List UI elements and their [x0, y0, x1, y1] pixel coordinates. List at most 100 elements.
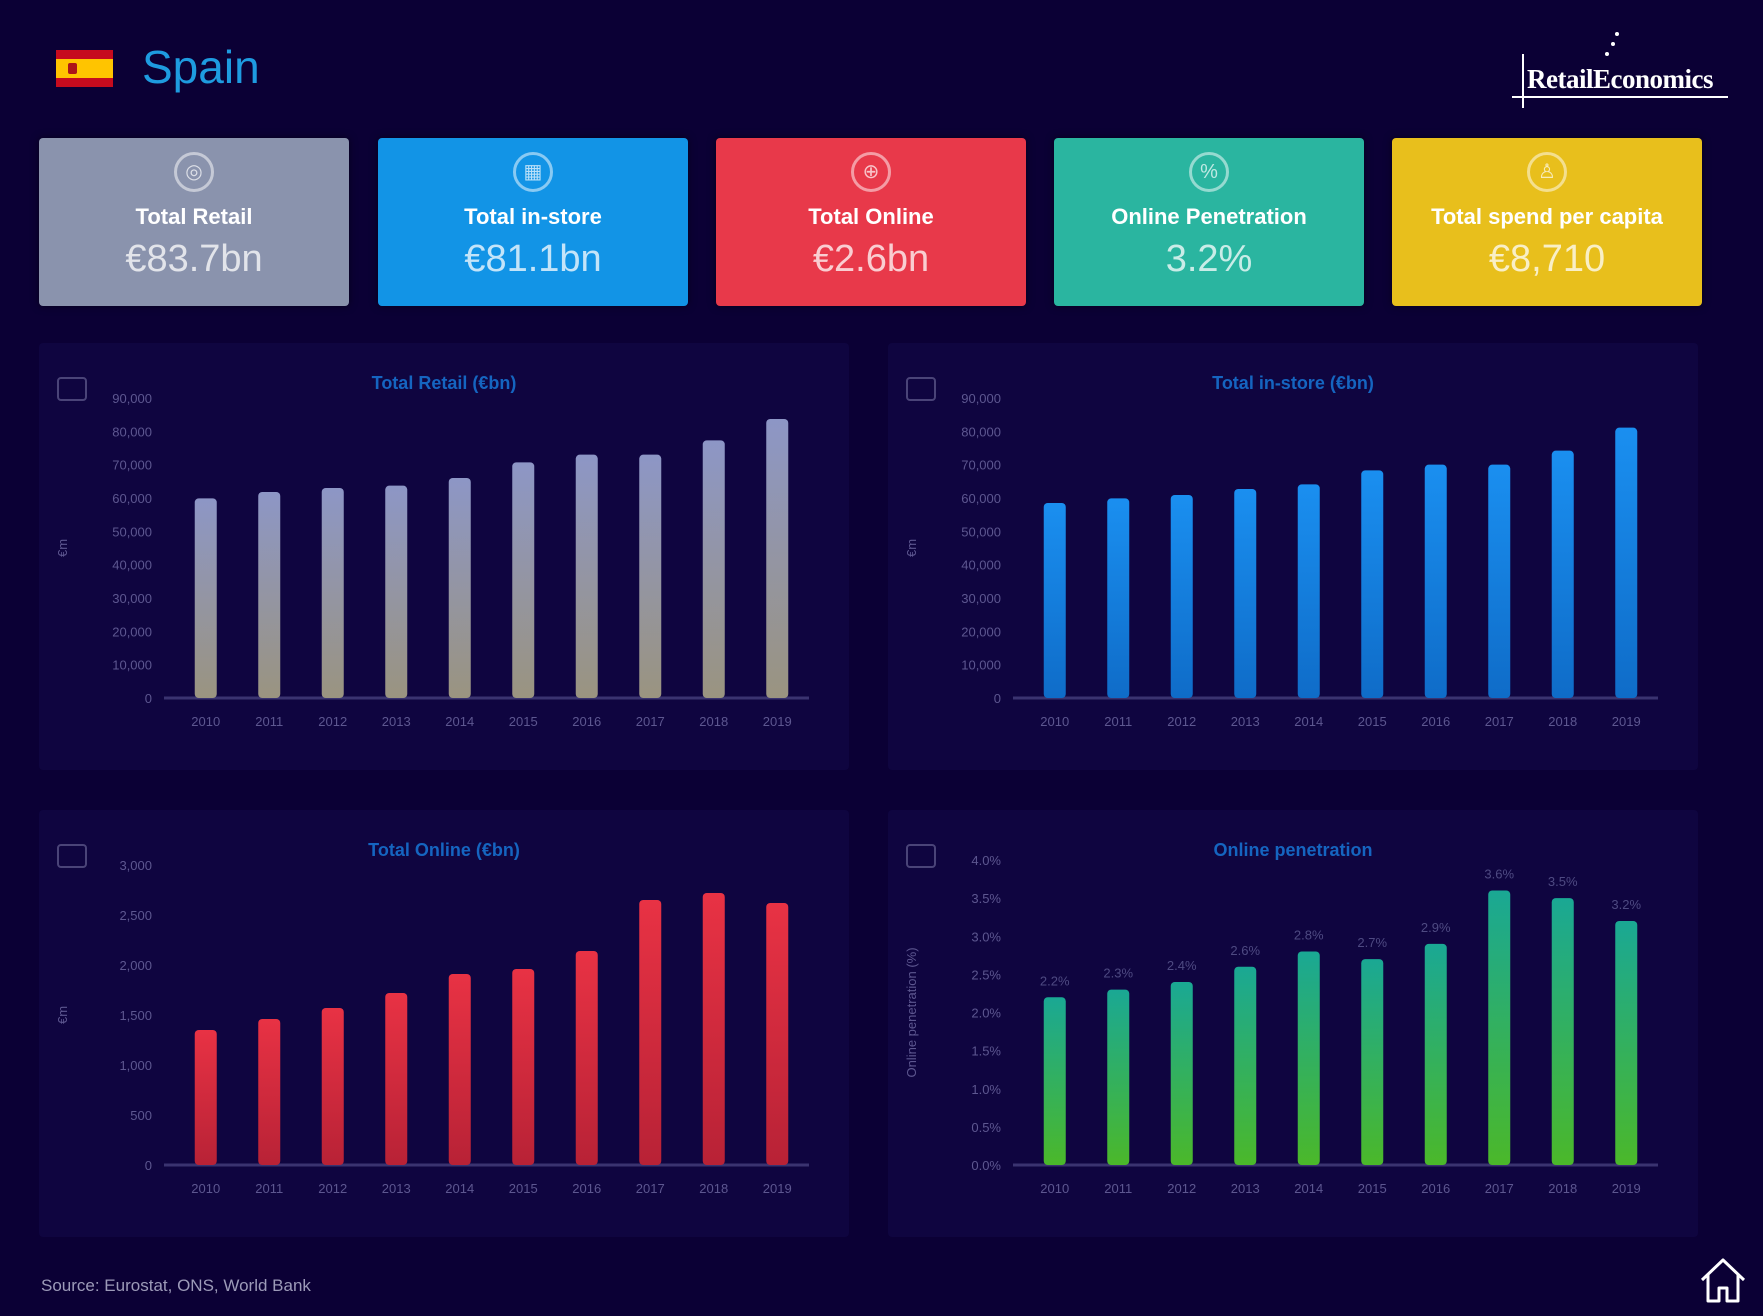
- x-tick-label: 2018: [699, 1181, 728, 1196]
- x-tick-label: 2016: [1421, 1181, 1450, 1196]
- kpi-label: Total in-store: [464, 204, 602, 229]
- y-tick-label: 1,000: [119, 1058, 152, 1073]
- bar: [321, 1008, 344, 1165]
- y-tick-label: 2,500: [119, 908, 152, 923]
- y-tick-label: 80,000: [112, 424, 152, 439]
- bar-chart: 0 10,000 20,000 30,000 40,000 50,000 60,000 70,…: [904, 391, 1658, 729]
- person-icon: ♙: [1527, 152, 1567, 192]
- bar: [1043, 997, 1066, 1165]
- bar: [1488, 890, 1511, 1165]
- bar-chart: 0 10,000 20,000 30,000 40,000 50,000 60,000 70,…: [55, 391, 809, 729]
- globe-icon: ◎: [174, 152, 214, 192]
- kpi-card-total-retail[interactable]: ◎ Total Retail €83.7bn: [39, 138, 349, 306]
- x-tick-label: 2019: [1612, 714, 1641, 729]
- bar: [194, 1030, 217, 1165]
- source-note: Source: Eurostat, ONS, World Bank: [41, 1276, 311, 1295]
- kpi-card-total-spend-per-capita[interactable]: ♙ Total spend per capita €8,710: [1392, 138, 1702, 306]
- kpi-card-total-online[interactable]: ⊕ Total Online €2.6bn: [716, 138, 1026, 306]
- bar: [1361, 959, 1384, 1165]
- chart-icon[interactable]: [57, 844, 87, 868]
- y-tick-label: 4.0%: [971, 853, 1001, 868]
- data-label: 2.7%: [1357, 935, 1387, 950]
- y-tick-label: 30,000: [961, 591, 1001, 606]
- y-tick-label: 10,000: [112, 658, 152, 673]
- x-tick-label: 2019: [1612, 1181, 1641, 1196]
- chart-icon[interactable]: [57, 377, 87, 401]
- percent-icon: %: [1189, 152, 1229, 192]
- bar: [1615, 921, 1638, 1165]
- bar: [448, 478, 471, 698]
- data-label: 2.3%: [1103, 966, 1133, 981]
- kpi-card-total-in-store[interactable]: ▦ Total in-store €81.1bn: [378, 138, 688, 306]
- kpi-value: €81.1bn: [464, 238, 602, 280]
- y-axis-label: €m: [55, 1006, 70, 1024]
- data-label: 2.8%: [1294, 928, 1324, 943]
- kpi-label: Total Online: [808, 204, 934, 229]
- x-tick-label: 2017: [1485, 714, 1514, 729]
- x-tick-label: 2019: [763, 714, 792, 729]
- bar: [385, 485, 408, 698]
- bar: [702, 893, 725, 1165]
- y-tick-label: 70,000: [112, 458, 152, 473]
- y-tick-label: 30,000: [112, 591, 152, 606]
- chart-title: Total Retail (€bn): [371, 373, 517, 393]
- bar: [702, 440, 725, 698]
- bar: [1615, 427, 1638, 698]
- bar: [1297, 484, 1320, 698]
- bar: [448, 974, 471, 1165]
- y-tick-label: 0.5%: [971, 1120, 1001, 1135]
- bar: [1234, 966, 1257, 1165]
- bar: [1170, 982, 1193, 1165]
- bar: [1234, 489, 1257, 698]
- y-tick-label: 10,000: [961, 658, 1001, 673]
- y-tick-label: 90,000: [112, 391, 152, 406]
- retail-economics-logo[interactable]: RetailEconomics: [1512, 30, 1732, 110]
- x-tick-label: 2014: [445, 714, 474, 729]
- y-axis-label: €m: [55, 539, 70, 557]
- bar: [385, 993, 408, 1165]
- chart-panel-4: Online penetration 0.0% 0.5% 1.0% 1.5% 2.0% 2.…: [888, 810, 1698, 1237]
- x-tick-label: 2016: [1421, 714, 1450, 729]
- y-tick-label: 90,000: [961, 391, 1001, 406]
- y-tick-label: 70,000: [961, 458, 1001, 473]
- data-label: 2.6%: [1230, 943, 1260, 958]
- y-tick-label: 1,500: [119, 1008, 152, 1023]
- y-tick-label: 0: [994, 691, 1001, 706]
- x-tick-label: 2018: [1548, 1181, 1577, 1196]
- y-tick-label: 3,000: [119, 858, 152, 873]
- y-axis-label: Online penetration (%): [904, 947, 919, 1077]
- y-tick-label: 40,000: [112, 558, 152, 573]
- x-tick-label: 2016: [572, 1181, 601, 1196]
- kpi-card-online-penetration[interactable]: % Online Penetration 3.2%: [1054, 138, 1364, 306]
- x-tick-label: 2012: [1167, 1181, 1196, 1196]
- x-tick-label: 2015: [1358, 714, 1387, 729]
- x-tick-label: 2017: [1485, 1181, 1514, 1196]
- home-icon[interactable]: [1698, 1256, 1748, 1304]
- kpi-value: €2.6bn: [812, 238, 930, 280]
- spain-flag-icon: [56, 50, 113, 87]
- chart-icon[interactable]: [906, 844, 936, 868]
- kpi-value: 3.2%: [1165, 238, 1253, 280]
- logo-text: RetailEconomics: [1527, 64, 1713, 94]
- x-tick-label: 2013: [382, 1181, 411, 1196]
- y-tick-label: 0: [145, 1158, 152, 1173]
- chart-icon[interactable]: [906, 377, 936, 401]
- kpi-label: Total Retail: [135, 204, 253, 229]
- data-label: 3.6%: [1484, 867, 1514, 882]
- y-tick-label: 1.0%: [971, 1082, 1001, 1097]
- bar: [194, 498, 217, 698]
- x-tick-label: 2017: [636, 1181, 665, 1196]
- data-label: 2.9%: [1421, 920, 1451, 935]
- bar: [258, 492, 281, 698]
- data-label: 2.2%: [1040, 973, 1070, 988]
- bar: [1424, 464, 1447, 698]
- bar: [575, 951, 598, 1165]
- x-tick-label: 2015: [1358, 1181, 1387, 1196]
- store-icon: ▦: [513, 152, 553, 192]
- x-tick-label: 2015: [509, 714, 538, 729]
- x-tick-label: 2012: [1167, 714, 1196, 729]
- data-label: 3.2%: [1611, 897, 1641, 912]
- x-tick-label: 2012: [318, 714, 347, 729]
- x-tick-label: 2011: [255, 714, 283, 729]
- y-tick-label: 3.5%: [971, 891, 1001, 906]
